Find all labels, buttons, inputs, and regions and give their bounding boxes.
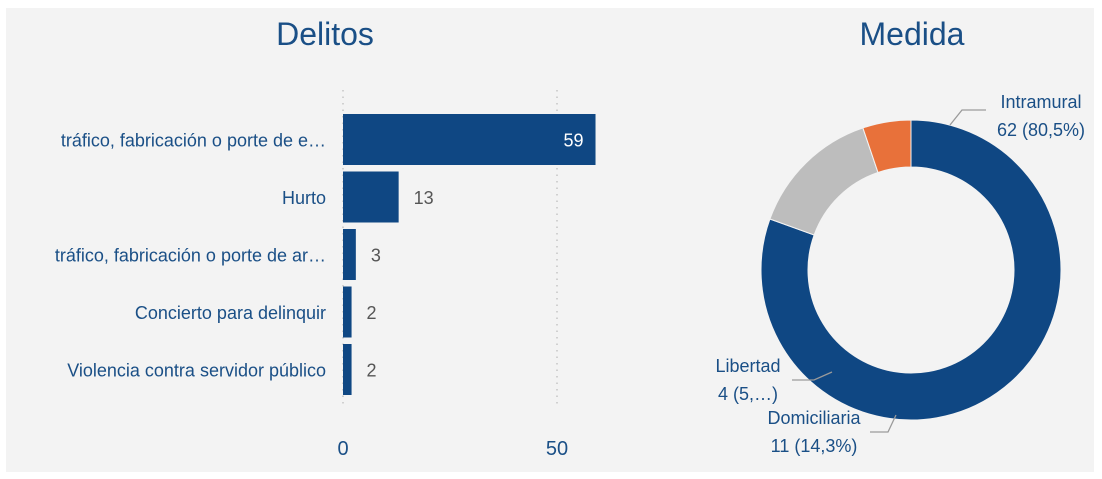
bar (343, 171, 399, 223)
slice-label-name: Libertad (715, 356, 780, 376)
data-label: 2 (367, 303, 377, 323)
donut-slice (862, 119, 912, 174)
slice-label-name: Intramural (1000, 92, 1081, 112)
category-label: tráfico, fabricación o porte de ar… (55, 246, 326, 266)
donut-chart-title: Medida (859, 16, 965, 52)
data-label: 13 (414, 188, 434, 208)
x-tick-label: 0 (337, 438, 348, 460)
bar (343, 344, 352, 395)
category-label: tráfico, fabricación o porte de e… (61, 131, 326, 151)
bar (343, 229, 356, 280)
slice-label-value: 62 (80,5%) (997, 120, 1085, 140)
x-tick-label: 50 (546, 438, 568, 460)
bar-chart-title: Delitos (276, 16, 374, 52)
category-label: Hurto (282, 188, 326, 208)
category-label: Violencia contra servidor público (67, 361, 326, 381)
data-label: 3 (371, 246, 381, 266)
donut-slice (760, 119, 1062, 421)
leader-line (792, 371, 833, 381)
leader-line (949, 109, 986, 126)
bar (343, 286, 352, 338)
slice-label-value: 4 (5,…) (718, 384, 778, 404)
bar (343, 114, 596, 165)
category-label: Concierto para delinquir (135, 303, 326, 323)
data-label: 2 (367, 361, 377, 381)
leader-line (870, 414, 897, 433)
data-label: 59 (563, 131, 583, 151)
donut-slice (769, 127, 879, 236)
slice-label-name: Domiciliaria (767, 408, 861, 428)
slice-label-value: 11 (14,3%) (771, 436, 858, 456)
